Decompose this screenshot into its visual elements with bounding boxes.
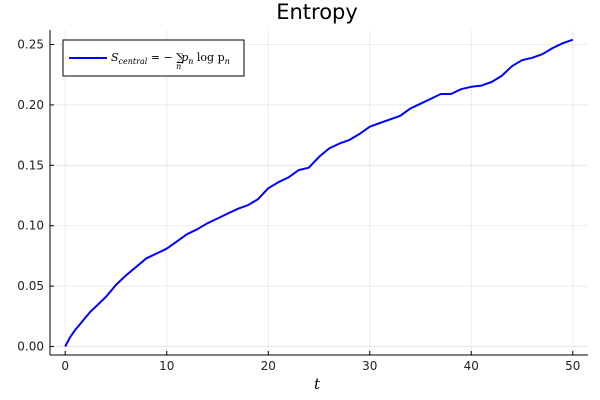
y-tick-label: 0.15	[17, 158, 44, 172]
chart-title: Entropy	[276, 0, 358, 24]
x-tick-label: 0	[61, 359, 69, 373]
x-tick-label: 20	[261, 359, 276, 373]
legend-p: p	[181, 51, 188, 64]
legend-eq-sum: = − ∑	[147, 51, 184, 64]
x-tick-label: 10	[159, 359, 174, 373]
y-tick-label: 0.05	[17, 279, 44, 293]
y-tick-label: 0.20	[17, 98, 44, 112]
legend-logp: log p	[193, 51, 224, 64]
legend-sub-central: central	[119, 57, 148, 66]
y-tick-label: 0.00	[17, 340, 44, 354]
series-line-0	[64, 38, 574, 347]
y-tick-label: 0.10	[17, 219, 44, 233]
legend-symbol-s: S	[111, 51, 119, 64]
y-tick-label: 0.25	[17, 37, 44, 51]
x-axis-title: t	[314, 375, 321, 393]
series-layer	[64, 38, 574, 347]
legend: Scentral = − ∑ npn log pn	[62, 39, 245, 77]
x-tick-label: 50	[565, 359, 580, 373]
x-tick-label: 40	[464, 359, 479, 373]
legend-sum-sub: n	[176, 62, 181, 71]
legend-label: Scentral = − ∑ npn log pn	[111, 51, 230, 71]
axes	[49, 30, 588, 356]
x-tick-label: 30	[362, 359, 377, 373]
legend-logp-sub: n	[225, 57, 230, 66]
legend-p-sub: n	[188, 57, 193, 66]
grid-lines	[50, 30, 588, 355]
tick-labels: 0 10 20 30 40 50 0.00 0.05 0.10 0.15 0.20 0.25	[17, 37, 580, 373]
